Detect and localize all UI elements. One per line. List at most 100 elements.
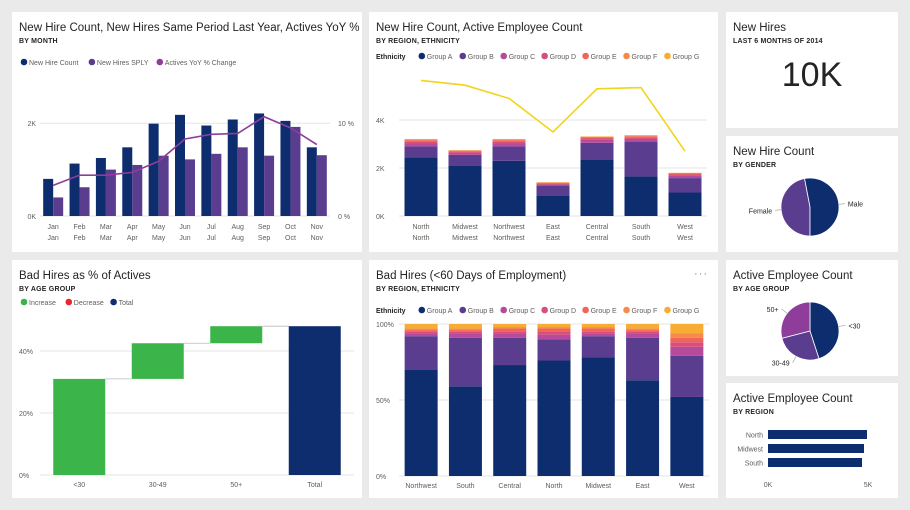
- stacked-bar-segment: [670, 342, 704, 347]
- x-tick-label: North: [545, 483, 562, 490]
- pie-label: Female: [749, 208, 772, 215]
- y-tick-label: 2K: [376, 166, 385, 173]
- tile-new-hires-kpi[interactable]: New Hires LAST 6 MONTHS OF 2014 10K: [726, 12, 898, 128]
- pie-label: 50+: [767, 307, 779, 314]
- stacked-bar-segment: [581, 328, 615, 332]
- y-tick-label: 0%: [376, 474, 386, 481]
- stacked-bar-segment: [448, 331, 482, 334]
- x-tick-label: Midwest: [452, 235, 478, 242]
- stacked-bar-segment: [581, 331, 615, 334]
- y-tick-label: 0K: [27, 214, 36, 221]
- stacked-bar-segment: [536, 195, 570, 216]
- tile-subtitle: BY AGE GROUP: [733, 286, 790, 293]
- tile-subtitle: BY REGION, ETHNICITY: [376, 38, 460, 45]
- legend-label: Group E: [591, 54, 617, 61]
- pie-slice: [780, 178, 811, 237]
- legend-label: Increase: [29, 300, 56, 307]
- stacked-bar-segment: [448, 386, 482, 476]
- legend-label: Actives YoY % Change: [165, 60, 237, 67]
- stacked-bar-segment: [404, 139, 438, 141]
- stacked-bar-segment: [537, 339, 571, 361]
- tile-subtitle: BY REGION: [733, 409, 774, 416]
- more-options-icon[interactable]: ···: [694, 268, 708, 280]
- bar-new-hires-sply: [237, 147, 248, 216]
- x-tick-label: Jun: [179, 235, 190, 242]
- pie-slice: [809, 301, 840, 360]
- tile-new-hires-by-month[interactable]: New Hire Count, New Hires Same Period La…: [12, 12, 362, 252]
- legend-label: Decrease: [74, 300, 104, 307]
- x-tick-label: Sep: [258, 235, 271, 242]
- waterfall-increase-bar: [131, 343, 184, 379]
- stacked-bar-segment: [404, 140, 438, 142]
- bar-new-hires-sply: [211, 153, 222, 216]
- tile-new-hires-by-gender[interactable]: New Hire Count BY GENDER Female Male: [726, 136, 898, 252]
- hbar: [768, 444, 864, 453]
- x-tick-label: Mar: [100, 235, 113, 242]
- x-tick-label: Midwest: [452, 224, 478, 231]
- stacked-bar-segment: [580, 159, 614, 216]
- stacked-bar-segment: [536, 182, 570, 184]
- stacked-bar-segment: [536, 183, 570, 185]
- stacked-bar-segment: [404, 141, 438, 144]
- stacked-bar-segment: [404, 336, 438, 370]
- stacked-bar-segment: [448, 333, 482, 338]
- bar-new-hires-sply: [79, 187, 90, 216]
- stacked-bar-segment: [624, 138, 658, 142]
- stacked-bar-segment: [580, 136, 614, 138]
- stacked-bar-segment: [668, 178, 702, 193]
- legend-marker: [500, 52, 507, 60]
- stacked-bar-segment: [448, 154, 482, 166]
- x-tick-label: Nov: [311, 224, 324, 231]
- stacked-bar-segment: [404, 369, 438, 476]
- x-tick-label: West: [677, 235, 693, 242]
- stacked-bar-segment: [537, 328, 571, 332]
- tile-bad-hires-pct-actives[interactable]: Bad Hires as % of Actives BY AGE GROUP I…: [12, 260, 362, 498]
- legend-title: Ethnicity: [376, 54, 406, 61]
- bar-new-hire-count: [254, 113, 265, 216]
- tile-actives-by-age-group[interactable]: Active Employee Count BY AGE GROUP <30 30…: [726, 260, 898, 376]
- tile-title: New Hire Count, Active Employee Count: [376, 22, 583, 34]
- y-tick-label: South: [745, 461, 763, 468]
- bar-new-hire-count: [175, 114, 185, 216]
- x-tick-label: Nov: [311, 235, 324, 242]
- stacked-bar-segment: [404, 324, 438, 329]
- tile-subtitle: BY REGION, ETHNICITY: [376, 286, 460, 293]
- stacked-bar-segment: [448, 151, 482, 153]
- chart-actives-region-bars: North Midwest South 0K 5K: [737, 430, 873, 489]
- line-actives-yoy: [52, 115, 318, 187]
- hbar: [768, 458, 862, 467]
- stacked-bar-segment: [580, 137, 614, 139]
- x-tick-label: May: [152, 224, 166, 231]
- stacked-bar-segment: [580, 139, 614, 143]
- x-tick-label: Mar: [100, 224, 113, 231]
- x-tick-label: 0K: [764, 482, 773, 489]
- stacked-bar-segment: [448, 324, 482, 329]
- tile-actives-by-region[interactable]: Active Employee Count BY REGION North Mid…: [726, 383, 898, 498]
- legend-marker: [418, 306, 426, 314]
- pie-slice: [780, 301, 811, 339]
- stacked-bar-segment: [670, 396, 704, 476]
- pie-leader-line: [792, 356, 797, 363]
- hbar: [768, 430, 867, 439]
- bar-new-hire-count: [43, 178, 54, 216]
- y2-tick-label: 10 %: [338, 121, 354, 128]
- legend-marker: [582, 306, 589, 314]
- x-tick-label: West: [677, 224, 693, 231]
- stacked-bar-segment: [404, 330, 438, 332]
- waterfall-total-bar: [288, 326, 341, 475]
- pie-leader-line: [775, 209, 782, 211]
- stacked-bar-segment: [581, 324, 615, 328]
- stacked-bar-segment: [580, 142, 614, 160]
- legend-label: Group G: [673, 308, 700, 315]
- stacked-bar-segment: [668, 175, 702, 179]
- y-tick-label: 4K: [376, 118, 385, 125]
- tile-bad-hires-by-region[interactable]: Bad Hires (<60 Days of Employment) BY RE…: [369, 260, 718, 498]
- tile-hires-and-actives-by-region[interactable]: New Hire Count, Active Employee Count BY…: [369, 12, 718, 252]
- stacked-bar-segment: [404, 143, 438, 147]
- legend-label: New Hires SPLY: [97, 60, 149, 67]
- tile-title: Active Employee Count: [733, 393, 853, 405]
- stacked-bar-segment: [537, 360, 571, 476]
- x-tick-label: Northwest: [405, 483, 437, 490]
- stacked-bar-segment: [448, 330, 482, 332]
- legend-marker: [110, 298, 117, 306]
